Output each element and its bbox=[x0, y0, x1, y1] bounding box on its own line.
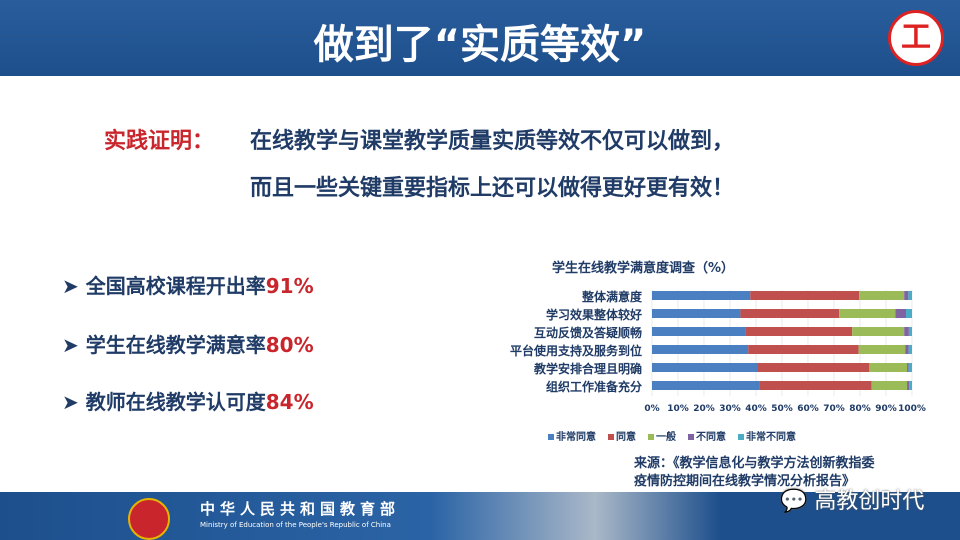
bar-segment bbox=[869, 363, 908, 372]
bar-segment bbox=[905, 345, 909, 354]
bar-segment bbox=[904, 291, 909, 300]
logo: 工 bbox=[888, 10, 944, 66]
category-label: 学习效果整体较好 bbox=[545, 308, 642, 322]
bar-segment bbox=[740, 309, 840, 318]
bar-segment bbox=[839, 309, 896, 318]
bar-segment bbox=[757, 363, 870, 372]
bar-segment bbox=[908, 363, 912, 372]
x-tick-label: 20% bbox=[693, 404, 715, 414]
legend-item: 同意 bbox=[608, 428, 636, 443]
legend-swatch bbox=[548, 434, 554, 440]
x-tick-label: 40% bbox=[745, 404, 767, 414]
category-label: 组织工作准备充分 bbox=[545, 380, 642, 394]
legend-label: 非常不同意 bbox=[746, 432, 796, 443]
bar-segment bbox=[908, 327, 912, 336]
bar-segment bbox=[906, 309, 912, 318]
bar-segment bbox=[652, 363, 758, 372]
x-tick-label: 90% bbox=[875, 404, 897, 414]
bar-segment bbox=[859, 291, 905, 300]
legend-item: 非常不同意 bbox=[738, 428, 796, 443]
bar-segment bbox=[652, 327, 746, 336]
bar-segment bbox=[750, 291, 860, 300]
x-tick-label: 10% bbox=[667, 404, 689, 414]
legend-label: 不同意 bbox=[696, 432, 726, 443]
category-label: 互动反馈及答疑顺畅 bbox=[533, 326, 642, 340]
x-tick-label: 100% bbox=[898, 404, 926, 414]
watermark: 💬 高教创时代 bbox=[780, 489, 925, 514]
bar-segment bbox=[858, 345, 906, 354]
bar-segment bbox=[871, 381, 908, 390]
bar-segment bbox=[907, 363, 909, 372]
category-label: 教学安排合理且明确 bbox=[533, 362, 642, 376]
page-title: 做到了“实质等效” bbox=[313, 22, 647, 68]
legend-swatch bbox=[688, 434, 694, 440]
claim-line1: 在线教学与课堂教学质量实质等效不仅可以做到， bbox=[250, 129, 735, 154]
category-label: 整体满意度 bbox=[581, 290, 642, 304]
x-tick-label: 80% bbox=[849, 404, 871, 414]
bar-segment bbox=[652, 309, 741, 318]
header-bar bbox=[0, 0, 960, 76]
ministry-name-en: Ministry of Education of the People's Re… bbox=[200, 521, 391, 529]
legend-label: 同意 bbox=[616, 432, 636, 443]
legend-label: 一般 bbox=[656, 432, 676, 443]
x-tick-label: 70% bbox=[823, 404, 845, 414]
x-tick-label: 0% bbox=[644, 404, 660, 414]
bar-segment bbox=[748, 345, 859, 354]
bar-segment bbox=[652, 345, 749, 354]
bar-segment bbox=[652, 291, 751, 300]
bullet-item: ➤ 教师在线教学认可度84% bbox=[62, 390, 314, 414]
bar-segment bbox=[652, 381, 760, 390]
claim-line2: 而且一些关键重要指标上还可以做得更好更有效！ bbox=[250, 176, 735, 201]
legend-item: 非常同意 bbox=[548, 428, 596, 443]
bar-segment bbox=[909, 381, 912, 390]
legend-swatch bbox=[648, 434, 654, 440]
ministry-name-cn: 中华人民共和国教育部 bbox=[200, 500, 401, 518]
bar-segment bbox=[904, 327, 909, 336]
bar-segment bbox=[852, 327, 905, 336]
national-emblem bbox=[128, 498, 170, 540]
bar-segment bbox=[895, 309, 907, 318]
legend-label: 非常同意 bbox=[556, 432, 596, 443]
legend-item: 一般 bbox=[648, 428, 676, 443]
bullet-item: ➤ 全国高校课程开出率91% bbox=[62, 274, 314, 298]
bar-segment bbox=[907, 381, 910, 390]
chart-title: 学生在线教学满意度调查（%） bbox=[552, 261, 735, 276]
bar-segment bbox=[745, 327, 853, 336]
bar-segment bbox=[759, 381, 872, 390]
legend-swatch bbox=[738, 434, 744, 440]
chart-legend: 非常同意 同意 一般 不同意 非常不同意 bbox=[548, 428, 796, 443]
x-tick-label: 60% bbox=[797, 404, 819, 414]
legend-item: 不同意 bbox=[688, 428, 726, 443]
category-label: 平台使用支持及服务到位 bbox=[509, 344, 642, 358]
bar-segment bbox=[908, 345, 912, 354]
source-note: 来源：《教学信息化与教学方法创新教指委 疫情防控期间在线教学情况分析报告》 bbox=[634, 456, 875, 489]
bullet-item: ➤ 学生在线教学满意率80% bbox=[62, 333, 314, 357]
x-tick-label: 50% bbox=[771, 404, 793, 414]
legend-swatch bbox=[608, 434, 614, 440]
claim-lead: 实践证明： bbox=[104, 129, 215, 154]
x-tick-label: 30% bbox=[719, 404, 741, 414]
bar-segment bbox=[908, 291, 912, 300]
